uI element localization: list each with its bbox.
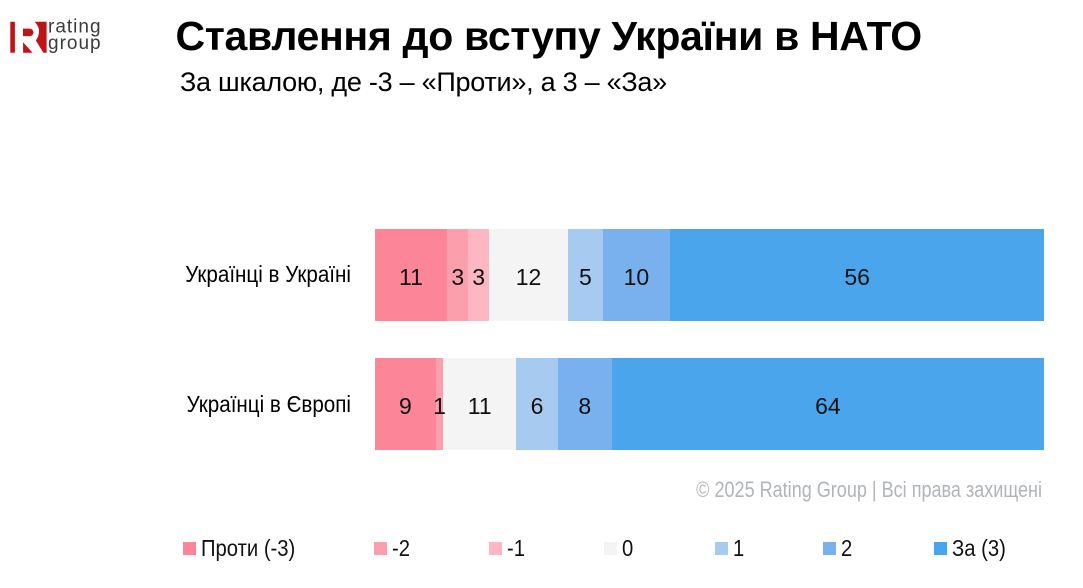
svg-text:rating: rating bbox=[48, 18, 102, 38]
svg-text:group: group bbox=[48, 33, 102, 54]
